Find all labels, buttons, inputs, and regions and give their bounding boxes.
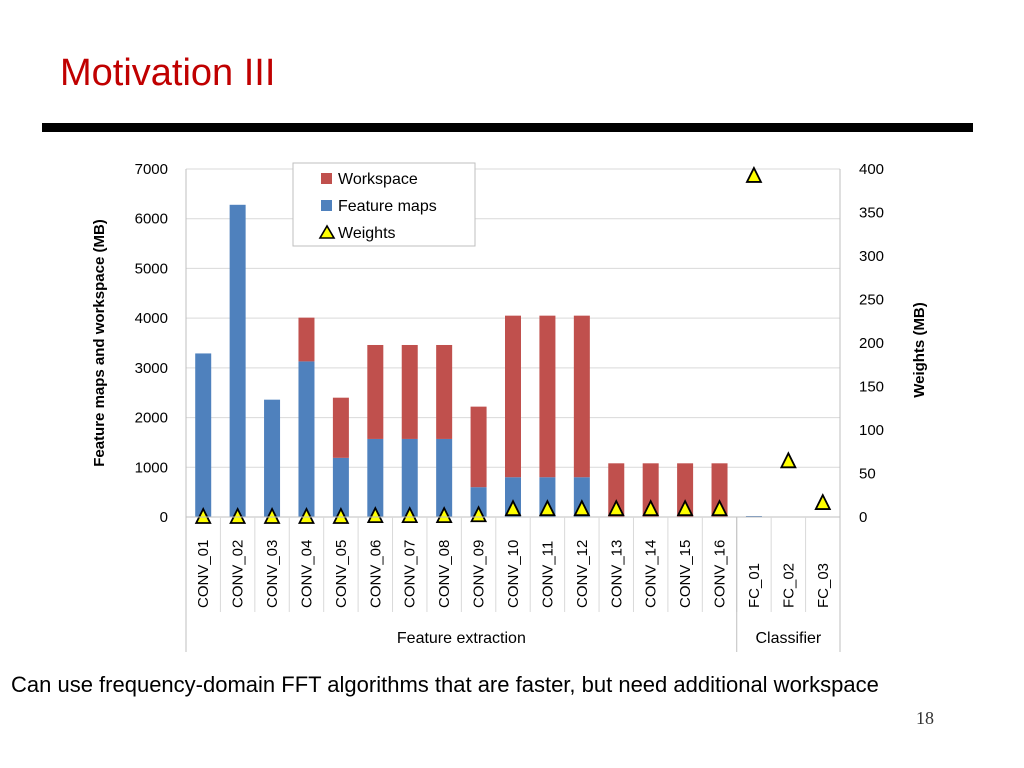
x-tick-label: CONV_05 bbox=[333, 540, 350, 608]
x-tick-label: CONV_06 bbox=[367, 540, 384, 608]
bar-workspace bbox=[539, 315, 556, 478]
bar-feature-maps bbox=[264, 399, 281, 517]
x-tick-label: CONV_11 bbox=[539, 541, 556, 608]
bar-workspace bbox=[642, 463, 659, 517]
bar-workspace bbox=[505, 315, 521, 478]
bar-feature-maps bbox=[470, 487, 487, 517]
group-label: Feature extraction bbox=[397, 630, 526, 647]
bar-workspace bbox=[711, 463, 728, 517]
weight-marker bbox=[194, 506, 212, 524]
weight-marker bbox=[298, 506, 315, 524]
y2-tick-label: 250 bbox=[859, 292, 884, 309]
chart-legend: Workspace Feature maps Weights bbox=[292, 162, 476, 247]
page-number: 18 bbox=[916, 708, 934, 728]
y2-tick-label: 400 bbox=[859, 161, 884, 178]
weight-marker bbox=[263, 506, 281, 524]
bar-workspace bbox=[470, 406, 487, 488]
x-tick-label: CONV_03 bbox=[264, 540, 281, 608]
y-tick-label: 0 bbox=[160, 509, 168, 526]
weight-marker bbox=[538, 499, 556, 517]
x-tick-label: CONV_16 bbox=[712, 540, 729, 608]
bar-feature-maps bbox=[401, 438, 418, 517]
legend-marker-weights bbox=[318, 224, 336, 239]
bar-workspace bbox=[332, 397, 349, 458]
legend-swatch-workspace bbox=[321, 173, 332, 184]
bar-workspace bbox=[608, 463, 625, 517]
bar-workspace bbox=[401, 344, 418, 439]
y-tick-label: 6000 bbox=[135, 211, 168, 228]
weight-marker bbox=[607, 499, 625, 517]
bar-feature-maps bbox=[436, 438, 453, 517]
memory-chart: 0 1000 2000 3000 4000 5000 6000 7000 0 50 100 150 20… bbox=[91, 161, 928, 652]
y-tick-label: 7000 bbox=[135, 161, 168, 178]
y-tick-label: 3000 bbox=[135, 360, 168, 377]
weight-marker bbox=[711, 499, 728, 517]
weight-marker bbox=[366, 506, 384, 524]
weight-marker bbox=[504, 499, 522, 517]
chart-weight-markers bbox=[194, 165, 832, 524]
x-tick-label: CONV_12 bbox=[574, 540, 591, 608]
x-tick-label: CONV_08 bbox=[436, 540, 453, 608]
bar-workspace bbox=[436, 344, 453, 439]
legend-label: Feature maps bbox=[338, 198, 437, 215]
x-tick-label: CONV_15 bbox=[677, 540, 694, 608]
bar-workspace bbox=[367, 344, 384, 439]
bar-feature-maps bbox=[229, 204, 246, 517]
x-tick-label: CONV_04 bbox=[298, 540, 315, 608]
y-tick-label: 2000 bbox=[135, 410, 168, 427]
legend-label: Workspace bbox=[338, 171, 418, 188]
legend-label: Weights bbox=[338, 225, 396, 242]
weight-marker bbox=[332, 506, 350, 524]
chart-axes: 0 1000 2000 3000 4000 5000 6000 7000 0 50 100 150 20… bbox=[91, 161, 928, 652]
bar-feature-maps bbox=[332, 457, 349, 517]
y2-tick-label: 300 bbox=[859, 248, 884, 265]
x-tick-label: CONV_02 bbox=[230, 540, 247, 608]
weight-marker bbox=[779, 451, 797, 469]
y2-tick-label: 200 bbox=[859, 335, 884, 352]
y-tick-label: 5000 bbox=[135, 260, 168, 277]
bar-feature-maps bbox=[298, 361, 315, 517]
x-tick-label: CONV_14 bbox=[643, 540, 660, 608]
weight-marker bbox=[745, 165, 763, 183]
y-tick-label: 1000 bbox=[135, 459, 168, 476]
x-tick-label: FC_02 bbox=[780, 563, 797, 608]
chart-bars bbox=[195, 204, 762, 518]
y2-axis-title: Weights (MB) bbox=[911, 302, 928, 398]
weight-marker bbox=[573, 499, 591, 517]
bar-feature-maps bbox=[539, 477, 556, 517]
y2-tick-label: 50 bbox=[859, 466, 876, 483]
bar-workspace bbox=[298, 317, 315, 362]
bar-feature-maps bbox=[195, 353, 212, 517]
weight-marker bbox=[814, 493, 832, 510]
slide-caption: Can use frequency-domain FFT algorithms … bbox=[11, 672, 879, 697]
y2-tick-label: 0 bbox=[859, 509, 867, 526]
bar-workspace bbox=[573, 315, 590, 478]
title-divider bbox=[42, 123, 973, 132]
y2-tick-label: 150 bbox=[859, 379, 884, 396]
x-tick-label: CONV_09 bbox=[471, 540, 488, 608]
weight-marker bbox=[401, 506, 419, 524]
slide-title: Motivation III bbox=[60, 52, 276, 94]
bar-feature-maps bbox=[573, 477, 590, 517]
weight-marker bbox=[676, 499, 694, 517]
legend-swatch-feature-maps bbox=[321, 200, 332, 211]
weight-marker bbox=[229, 506, 247, 524]
bar-workspace bbox=[677, 463, 694, 517]
y2-tick-label: 100 bbox=[859, 422, 884, 439]
x-tick-label: CONV_13 bbox=[608, 540, 625, 608]
x-tick-label: FC_03 bbox=[815, 563, 832, 608]
weight-marker bbox=[642, 499, 660, 517]
group-label: Classifier bbox=[755, 630, 821, 647]
y-axis-title: Feature maps and workspace (MB) bbox=[91, 219, 108, 467]
x-tick-label: FC_01 bbox=[746, 563, 763, 608]
x-tick-label: CONV_10 bbox=[505, 540, 522, 608]
bar-feature-maps bbox=[367, 438, 384, 517]
x-tick-label: CONV_07 bbox=[402, 540, 419, 608]
bar-feature-maps bbox=[505, 477, 521, 517]
weight-marker bbox=[470, 505, 488, 523]
y2-tick-label: 350 bbox=[859, 205, 884, 222]
weight-marker bbox=[435, 506, 453, 524]
x-tick-label: CONV_01 bbox=[195, 540, 212, 608]
y-tick-label: 4000 bbox=[135, 310, 168, 327]
